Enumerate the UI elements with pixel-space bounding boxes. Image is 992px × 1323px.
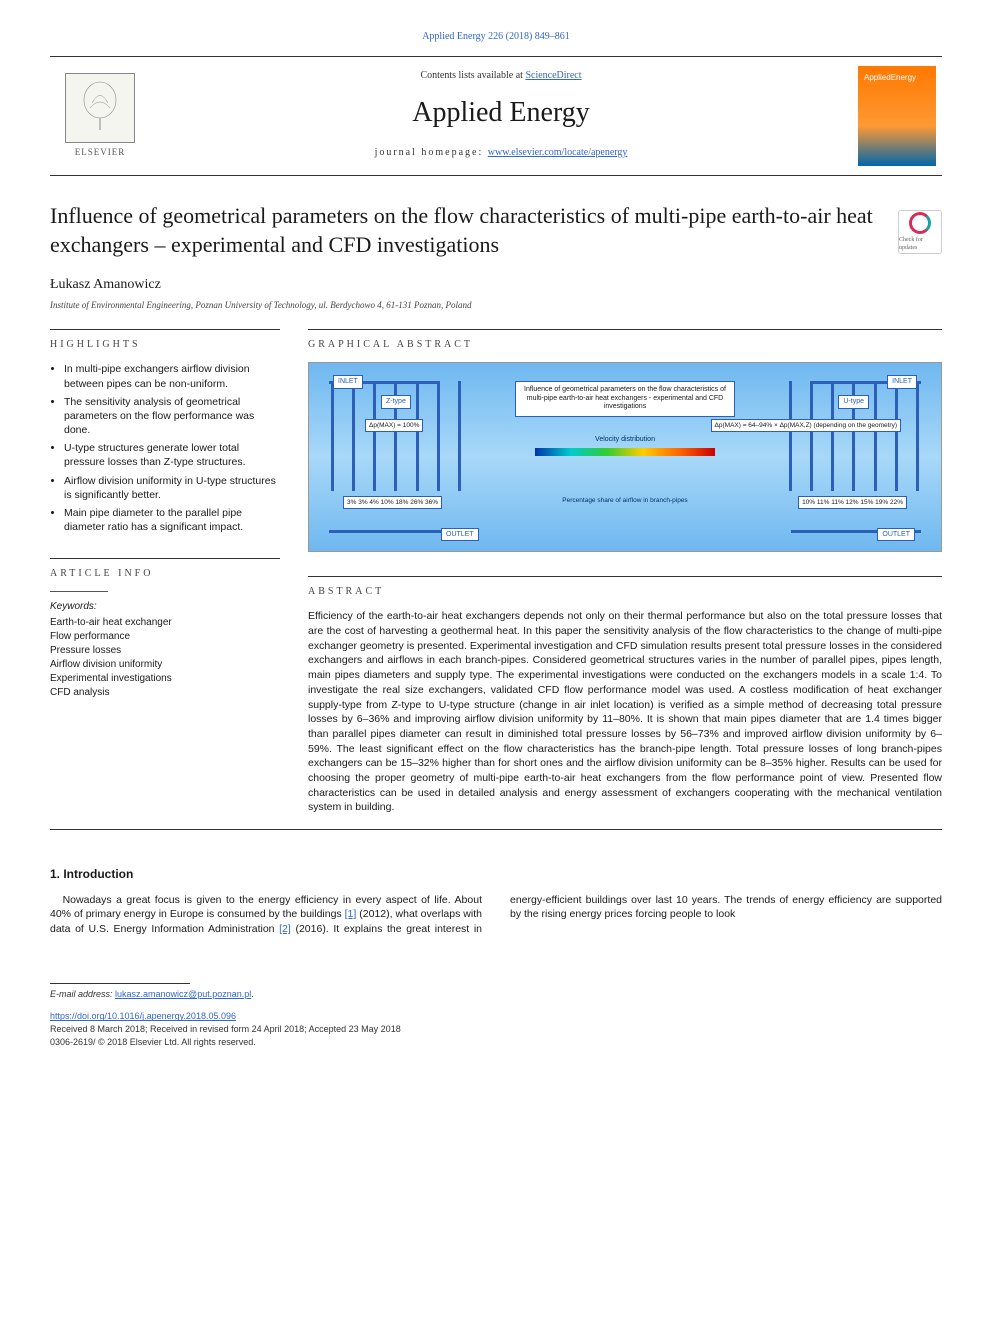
section-divider xyxy=(50,829,942,830)
header-center: Contents lists available at ScienceDirec… xyxy=(150,57,852,175)
sciencedirect-link[interactable]: ScienceDirect xyxy=(525,70,581,81)
received-line: Received 8 March 2018; Received in revis… xyxy=(50,1023,942,1036)
publisher-name: ELSEVIER xyxy=(75,146,126,159)
journal-header: ELSEVIER Contents lists available at Sci… xyxy=(50,56,942,176)
email-label: E-mail address: xyxy=(50,989,115,999)
article-title: Influence of geometrical parameters on t… xyxy=(50,202,942,259)
journal-homepage: journal homepage: www.elsevier.com/locat… xyxy=(150,146,852,160)
introduction-body: Nowadays a great focus is given to the e… xyxy=(50,893,942,937)
keyword: Earth-to-air heat exchanger xyxy=(50,616,280,630)
highlight-item: U-type structures generate lower total p… xyxy=(64,441,280,469)
cover-caption: AppliedEnergy xyxy=(864,72,916,83)
keyword: Pressure losses xyxy=(50,644,280,658)
ga-utype-label: U-type xyxy=(838,395,869,409)
ref-link-1[interactable]: [1] xyxy=(345,908,357,920)
highlight-item: Airflow division uniformity in U-type st… xyxy=(64,474,280,502)
elsevier-tree-icon xyxy=(65,73,135,143)
journal-cover: AppliedEnergy xyxy=(852,57,942,175)
author-affiliation: Institute of Environmental Engineering, … xyxy=(50,299,942,312)
ga-velocity-label: Velocity distribution xyxy=(595,435,655,445)
keywords-list: Earth-to-air heat exchanger Flow perform… xyxy=(50,616,280,700)
ga-dp-z: Δp(MAX) = 100% xyxy=(365,419,423,432)
keywords-label: Keywords: xyxy=(50,600,280,614)
ga-inlet-label: INLET xyxy=(333,375,363,389)
email-link[interactable]: lukasz.amanowicz@put.poznan.pl xyxy=(115,989,251,999)
highlight-item: Main pipe diameter to the parallel pipe … xyxy=(64,506,280,534)
crossmark-icon xyxy=(909,212,931,234)
info-divider xyxy=(50,591,108,592)
keyword: Airflow division uniformity xyxy=(50,658,280,672)
footer-divider xyxy=(50,983,190,984)
ref-link-2[interactable]: [2] xyxy=(279,923,291,935)
ga-outlet-label: OUTLET xyxy=(441,528,479,542)
ga-pipe xyxy=(329,530,459,533)
ga-outlet-label: OUTLET xyxy=(877,528,915,542)
highlights-heading: HIGHLIGHTS xyxy=(50,329,280,352)
abstract-heading: ABSTRACT xyxy=(308,576,942,599)
copyright-line: 0306-2619/ © 2018 Elsevier Ltd. All righ… xyxy=(50,1036,942,1049)
doi-link[interactable]: https://doi.org/10.1016/j.apenergy.2018.… xyxy=(50,1011,236,1021)
ga-color-bar xyxy=(535,448,715,456)
intro-text: the buildings xyxy=(283,908,345,920)
ga-inlet-label: INLET xyxy=(887,375,917,389)
graphical-abstract-heading: GRAPHICAL ABSTRACT xyxy=(308,329,942,352)
contents-available: Contents lists available at ScienceDirec… xyxy=(150,69,852,83)
article-info-heading: ARTICLE INFO xyxy=(50,558,280,581)
contents-pre: Contents lists available at xyxy=(420,70,525,81)
publisher-logo: ELSEVIER xyxy=(50,57,150,175)
cover-image: AppliedEnergy xyxy=(858,66,936,166)
abstract-text: Efficiency of the earth-to-air heat exch… xyxy=(308,609,942,815)
keyword: Flow performance xyxy=(50,630,280,644)
introduction-section: 1. Introduction Nowadays a great focus i… xyxy=(50,866,942,937)
keyword: Experimental investigations xyxy=(50,672,280,686)
highlight-item: In multi-pipe exchangers airflow divisio… xyxy=(64,362,280,390)
ga-ztype-label: Z-type xyxy=(381,395,411,409)
author-name: Łukasz Amanowicz xyxy=(50,275,942,295)
ga-dp-u: Δp(MAX) = 64–94% × Δp(MAX,Z) (depending … xyxy=(711,419,901,432)
ga-perc-right: 10% 11% 11% 12% 15% 19% 22% xyxy=(798,496,907,509)
homepage-pre: journal homepage: xyxy=(375,147,488,158)
highlights-list: In multi-pipe exchangers airflow divisio… xyxy=(50,362,280,534)
introduction-heading: 1. Introduction xyxy=(50,866,942,883)
page-footer: E-mail address: lukasz.amanowicz@put.poz… xyxy=(50,983,942,1048)
ga-perc-caption: Percentage share of airflow in branch-pi… xyxy=(562,496,687,505)
keyword: CFD analysis xyxy=(50,686,280,700)
homepage-link[interactable]: www.elsevier.com/locate/apenergy xyxy=(488,147,628,158)
check-updates-badge[interactable]: Check for updates xyxy=(898,210,942,254)
email-line: E-mail address: lukasz.amanowicz@put.poz… xyxy=(50,988,942,1001)
graphical-abstract: INLET INLET Z-type U-type Δp(MAX) = 100%… xyxy=(308,362,942,552)
journal-title: Applied Energy xyxy=(150,93,852,132)
top-citation: Applied Energy 226 (2018) 849–861 xyxy=(50,30,942,44)
ga-perc-left: 3% 3% 4% 10% 18% 26% 36% xyxy=(343,496,442,509)
highlight-item: The sensitivity analysis of geometrical … xyxy=(64,395,280,438)
check-updates-label: Check for updates xyxy=(899,236,941,253)
ga-title-box: Influence of geometrical parameters on t… xyxy=(515,381,735,416)
